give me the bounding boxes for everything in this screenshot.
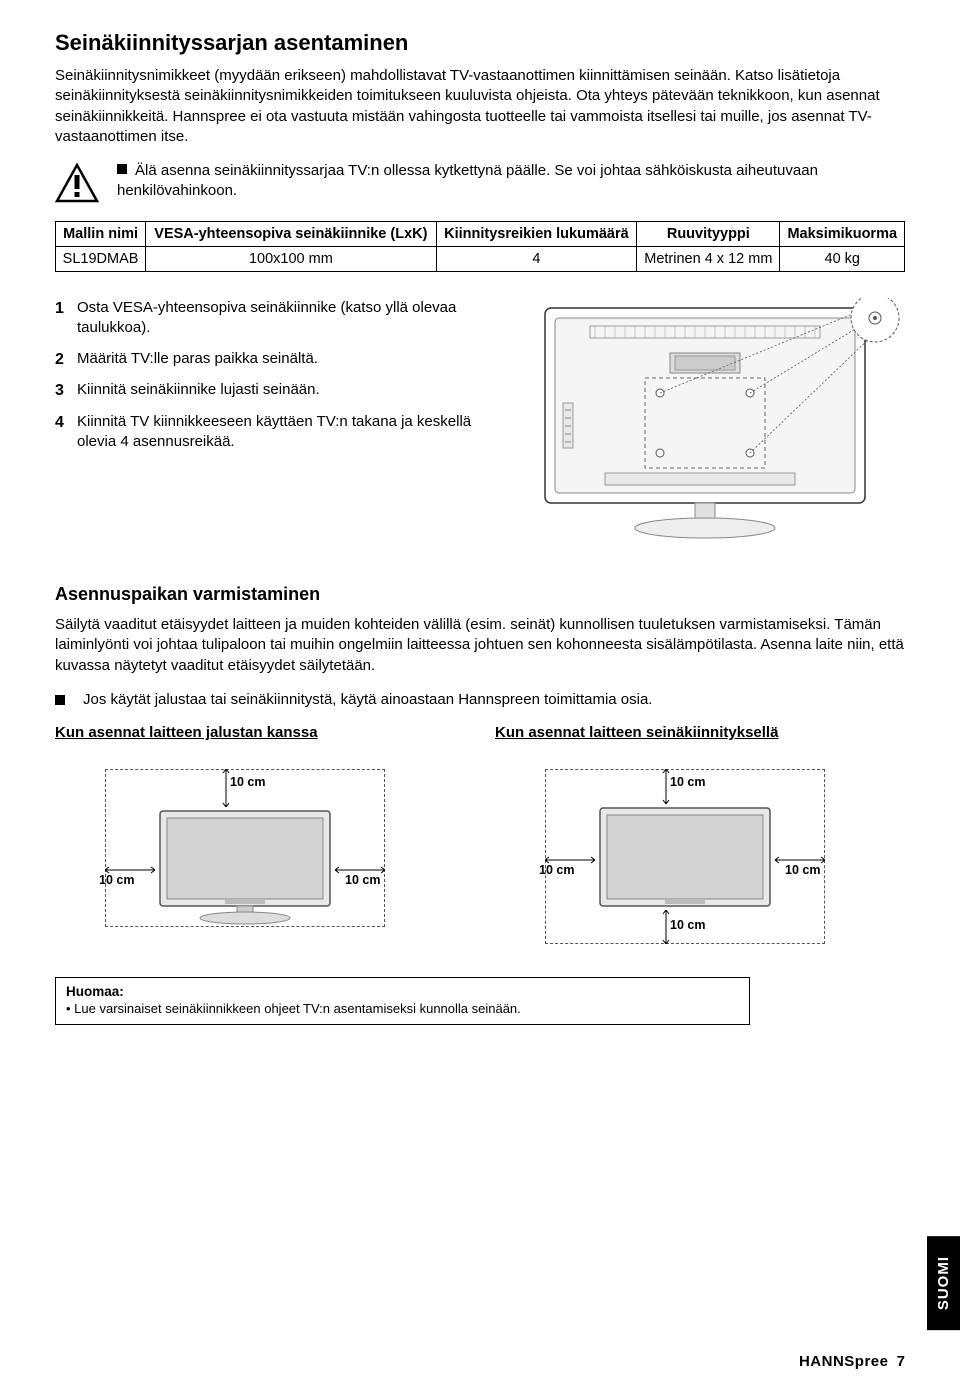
warning-icon [55, 163, 99, 203]
sub-right-title: Kun asennat laitteen seinäkiinnityksellä [495, 724, 905, 741]
note-box: Huomaa: • Lue varsinaiset seinäkiinnikke… [55, 977, 750, 1025]
th-holes: Kiinnitysreikien lukumäärä [436, 222, 637, 247]
th-screw: Ruuvityyppi [637, 222, 780, 247]
bullet-text: Jos käytät jalustaa tai seinäkiinnitystä… [83, 690, 652, 710]
td-vesa: 100x100 mm [146, 247, 437, 272]
bullet-icon [55, 695, 65, 705]
diagram-left: Kun asennat laitteen jalustan kanssa 10 … [55, 724, 465, 951]
intro-paragraph: Seinäkiinnitysnimikkeet (myydään eriksee… [55, 66, 905, 147]
section2-paragraph: Säilytä vaaditut etäisyydet laitteen ja … [55, 615, 905, 676]
language-tab: SUOMI [927, 1236, 960, 1330]
diagram-right: Kun asennat laitteen seinäkiinnityksellä… [495, 724, 905, 951]
spec-table: Mallin nimi VESA-yhteensopiva seinäkiinn… [55, 221, 905, 272]
warning-text: Älä asenna seinäkiinnityssarjaa TV:n oll… [117, 161, 905, 202]
page-number: 7 [897, 1353, 905, 1370]
td-load: 40 kg [780, 247, 905, 272]
td-holes: 4 [436, 247, 637, 272]
step-num: 3 [55, 380, 69, 402]
note-text: • Lue varsinaiset seinäkiinnikkeen ohjee… [66, 1001, 739, 1016]
steps-list: 1Osta VESA-yhteensopiva seinäkiinnike (k… [55, 298, 505, 548]
td-model: SL19DMAB [56, 247, 146, 272]
section2-title: Asennuspaikan varmistaminen [55, 584, 905, 605]
dist-right: 10 cm [345, 873, 380, 887]
dist-top: 10 cm [670, 775, 705, 789]
step-text: Kiinnitä seinäkiinnike lujasti seinään. [77, 380, 320, 402]
bullet-line: Jos käytät jalustaa tai seinäkiinnitystä… [55, 690, 905, 710]
th-vesa: VESA-yhteensopiva seinäkiinnike (LxK) [146, 222, 437, 247]
th-load: Maksimikuorma [780, 222, 905, 247]
step-text: Osta VESA-yhteensopiva seinäkiinnike (ka… [77, 298, 505, 339]
step-text: Määritä TV:lle paras paikka seinältä. [77, 349, 318, 371]
page-title: Seinäkiinnityssarjan asentaminen [55, 30, 905, 56]
dist-top: 10 cm [230, 775, 265, 789]
tv-back-diagram [535, 298, 905, 548]
table-row: SL19DMAB 100x100 mm 4 Metrinen 4 x 12 mm… [56, 247, 905, 272]
step-num: 4 [55, 412, 69, 453]
brand-logo: HANNSpree [799, 1353, 889, 1370]
footer: HANNSpree 7 [799, 1353, 905, 1370]
bullet-icon [117, 164, 127, 174]
dist-left: 10 cm [539, 863, 574, 877]
step-text: Kiinnitä TV kiinnikkeeseen käyttäen TV:n… [77, 412, 505, 453]
step-num: 1 [55, 298, 69, 339]
sub-left-title: Kun asennat laitteen jalustan kanssa [55, 724, 465, 741]
warning-block: Älä asenna seinäkiinnityssarjaa TV:n oll… [55, 161, 905, 203]
th-model: Mallin nimi [56, 222, 146, 247]
step-num: 2 [55, 349, 69, 371]
dist-bottom: 10 cm [670, 918, 705, 932]
td-screw: Metrinen 4 x 12 mm [637, 247, 780, 272]
note-title: Huomaa: [66, 984, 739, 999]
dist-right: 10 cm [785, 863, 820, 877]
dist-left: 10 cm [99, 873, 134, 887]
